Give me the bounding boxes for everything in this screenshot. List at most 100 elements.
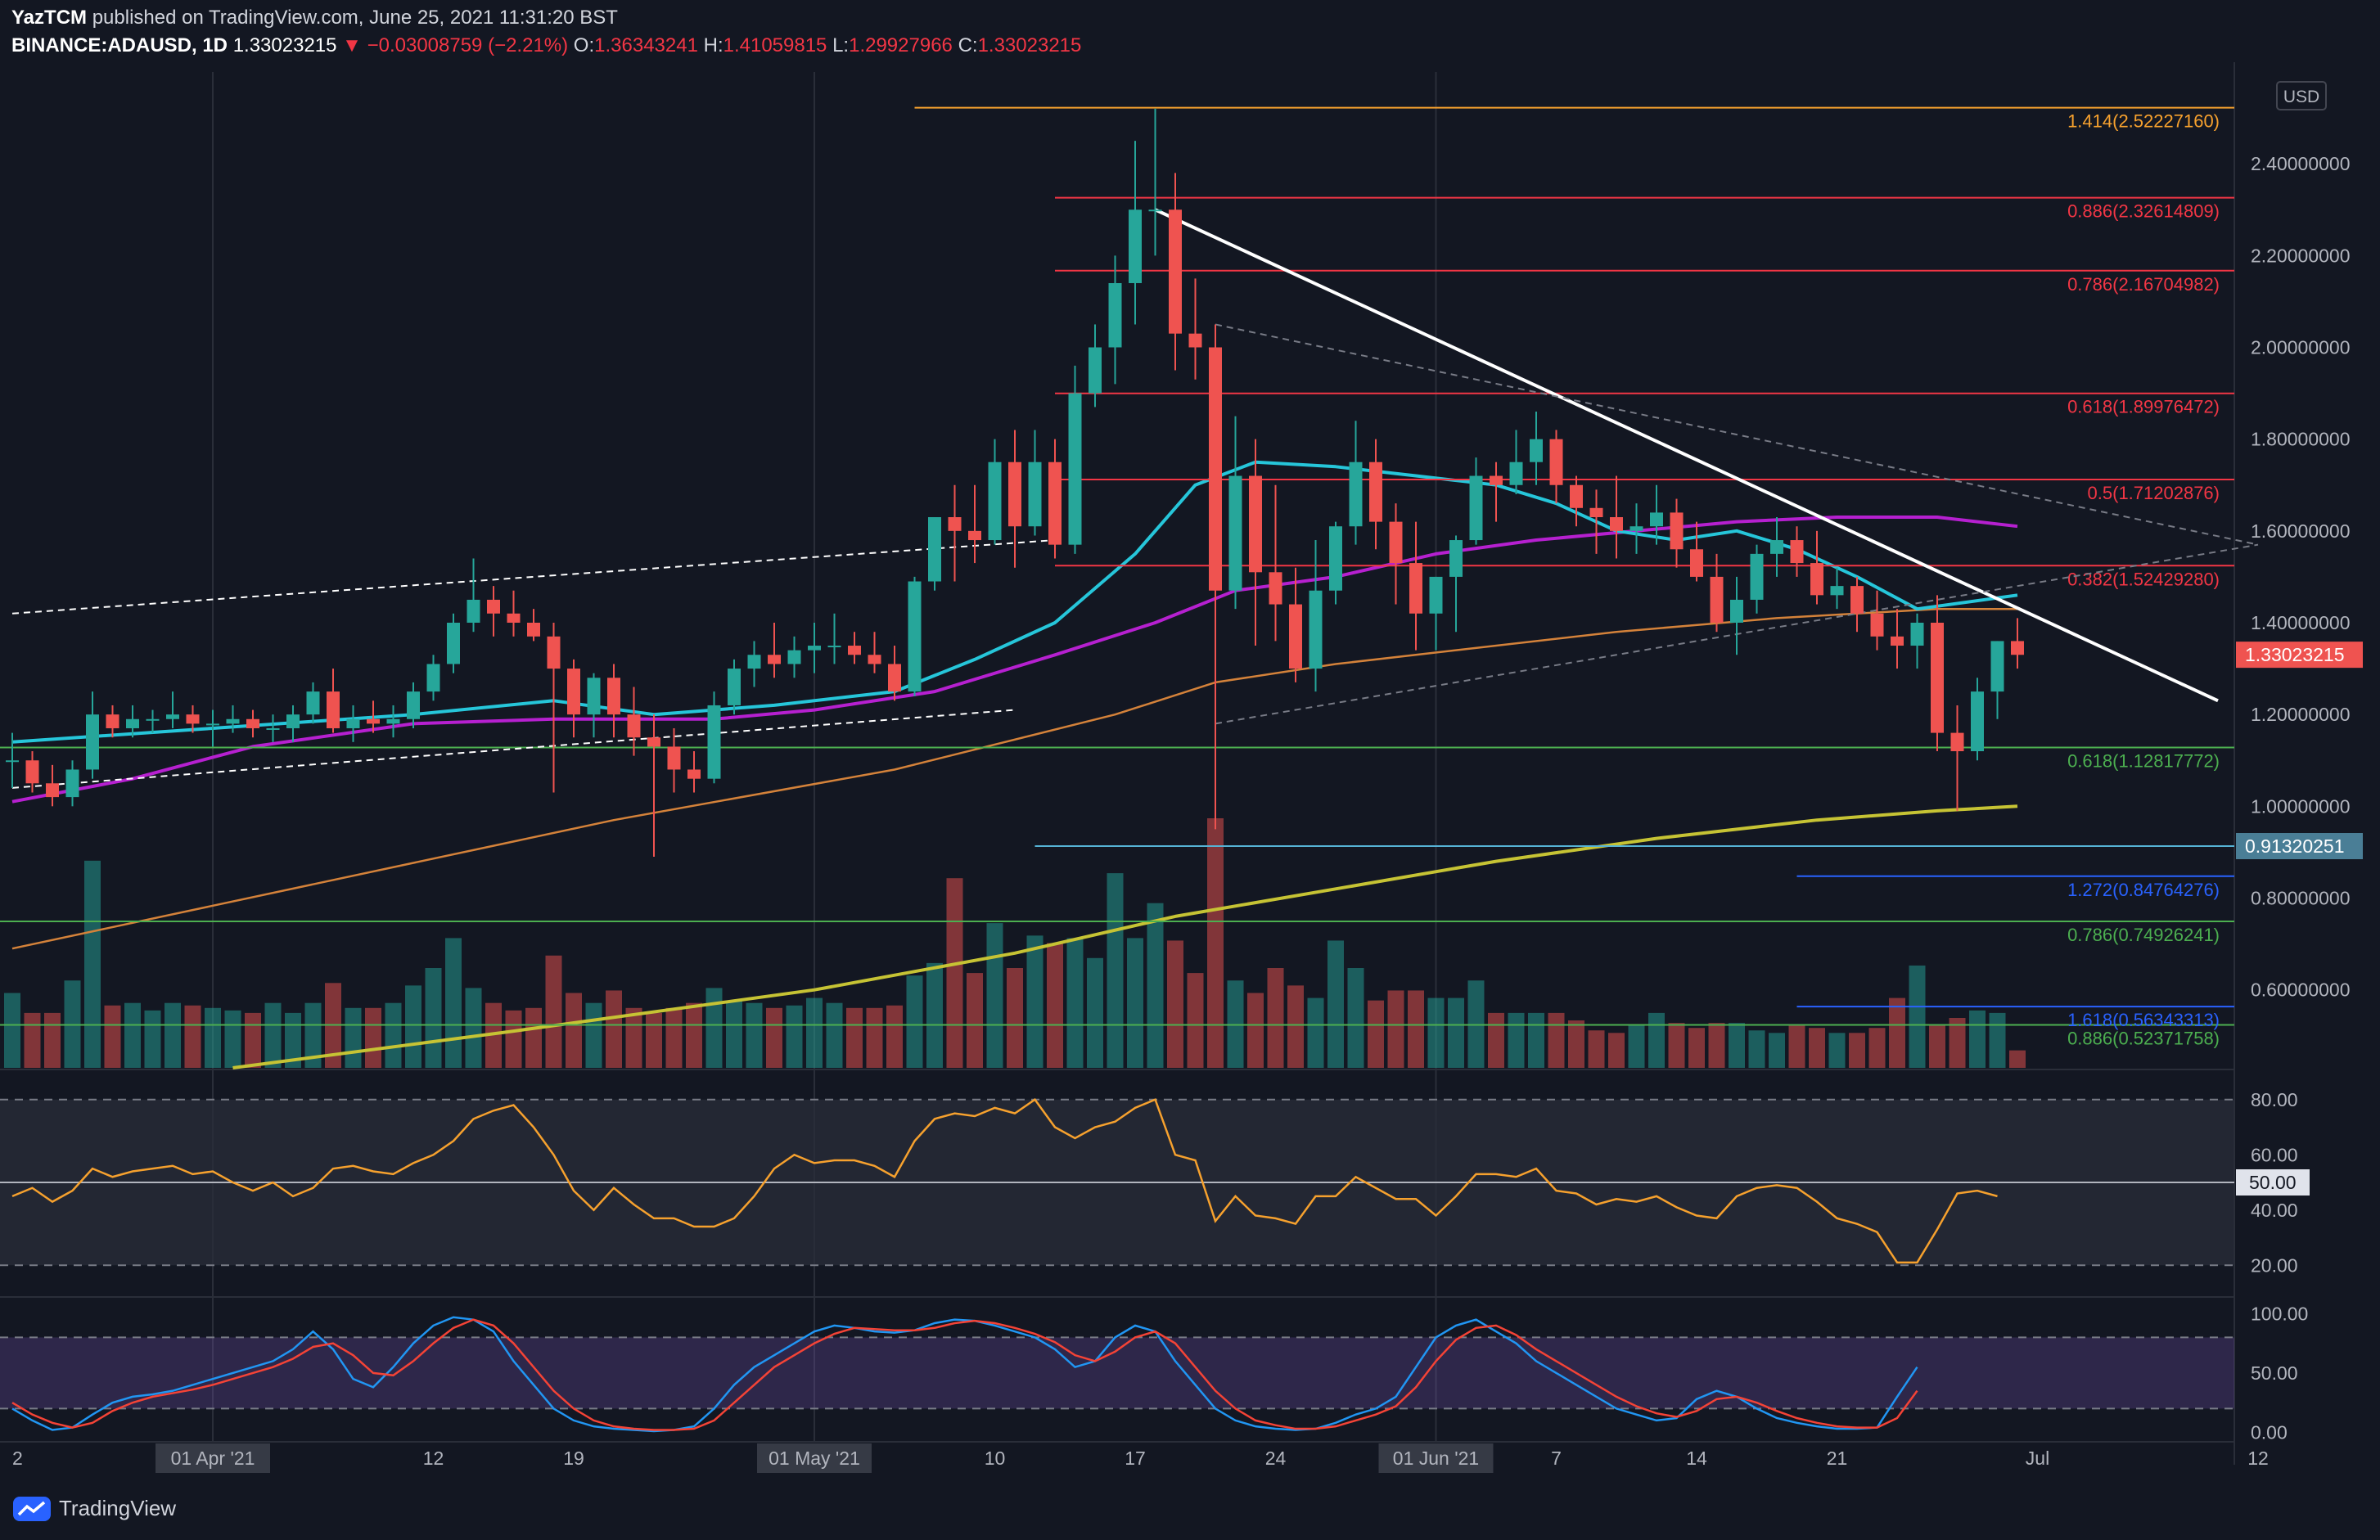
- volume-bar: [304, 1002, 322, 1068]
- volume-bar: [786, 1005, 803, 1068]
- dashed-trendline: [1215, 323, 2259, 546]
- price-tick-label: 0.60000000: [2251, 979, 2351, 1001]
- candle-body: [647, 737, 660, 747]
- fib-level-label: 0.618(1.89976472): [2067, 397, 2220, 417]
- volume-bar: [205, 1007, 221, 1068]
- candle-body: [306, 691, 320, 715]
- volume-bar: [1167, 940, 1183, 1068]
- volume-bar: [886, 1005, 903, 1068]
- volume-bar: [806, 997, 823, 1068]
- symbol[interactable]: BINANCE:ADAUSD, 1D: [11, 34, 228, 56]
- time-tick-label: 21: [1827, 1448, 1848, 1469]
- down-arrow-icon: ▼: [342, 34, 362, 56]
- fib-level-label: 0.618(1.12817772): [2067, 750, 2220, 771]
- price-tick-label: 1.80000000: [2251, 429, 2351, 450]
- volume-bar: [24, 1012, 41, 1068]
- volume-bar: [365, 1007, 381, 1068]
- candle-body: [1549, 439, 1563, 485]
- candle-body: [1690, 549, 1703, 577]
- volume-bar: [846, 1007, 863, 1068]
- volume-bar: [1548, 1012, 1565, 1068]
- rsi-tick-label: 60.00: [2251, 1144, 2298, 1165]
- candle-body: [1990, 641, 2004, 692]
- candle-body: [1329, 526, 1342, 591]
- volume-bar: [726, 1000, 742, 1068]
- volume-bar: [705, 988, 723, 1068]
- time-tick-label: 01 Apr '21: [171, 1448, 255, 1469]
- author[interactable]: YazTCM: [11, 7, 88, 29]
- volume-bar: [264, 1002, 282, 1068]
- rsi-pane: [0, 1098, 2234, 1267]
- candle-body: [266, 727, 280, 730]
- volume-bar: [1127, 938, 1143, 1068]
- time-tick-label: 24: [1265, 1448, 1287, 1469]
- volume-bar: [385, 1002, 402, 1068]
- candle-body: [988, 462, 1002, 541]
- volume-bar: [405, 985, 421, 1068]
- volume-bar: [606, 990, 622, 1068]
- dashed-trendline: [11, 709, 1016, 789]
- candle-body: [1650, 512, 1663, 527]
- support-price-label: 0.91320251: [2245, 835, 2345, 857]
- volume-bar: [1828, 1033, 1846, 1068]
- candle-body: [426, 664, 440, 692]
- time-tick-label: 12: [2247, 1448, 2269, 1469]
- candle-body: [768, 655, 781, 664]
- price-tick-label: 1.60000000: [2251, 520, 2351, 542]
- candle-body: [2011, 641, 2024, 655]
- close-value: 1.33023215: [977, 34, 1082, 56]
- time-tick-label: Jul: [2026, 1448, 2049, 1469]
- volume-bar: [1047, 943, 1063, 1068]
- rsi-tick-label: 20.00: [2251, 1254, 2298, 1276]
- volume-bar: [1026, 935, 1044, 1068]
- volume-bar: [465, 988, 482, 1068]
- volume-bar: [184, 1005, 201, 1068]
- price-tick-label: 0.80000000: [2251, 887, 2351, 908]
- candle-body: [1089, 347, 1102, 394]
- rsi-level-tag: [2236, 1169, 2310, 1196]
- change-value: −0.03008759 (−2.21%): [367, 34, 569, 56]
- volume-bar: [1427, 997, 1445, 1068]
- volume-bar: [165, 1002, 181, 1068]
- volume-bar: [1788, 1025, 1805, 1068]
- candle-body: [1770, 540, 1783, 554]
- time-tick-label: 17: [1125, 1448, 1146, 1469]
- candle-body: [106, 714, 119, 728]
- volume-bar: [1588, 1030, 1605, 1068]
- volume-bar: [445, 938, 462, 1068]
- volume-bar: [967, 973, 983, 1068]
- candle-body: [1950, 732, 1964, 752]
- candle-body: [1409, 563, 1422, 614]
- candle-body: [367, 718, 380, 724]
- candle-body: [1148, 209, 1162, 212]
- candle-body: [607, 678, 620, 715]
- candle-body: [447, 622, 460, 664]
- volume-bar: [1849, 1033, 1865, 1068]
- candle-body: [687, 769, 701, 779]
- tradingview-brand[interactable]: TradingView: [13, 1496, 176, 1521]
- candle-body: [1349, 462, 1363, 527]
- candle-body: [1509, 462, 1523, 485]
- volume-bar: [646, 1012, 662, 1068]
- candle-body: [1490, 475, 1503, 485]
- candle-body: [1389, 521, 1403, 564]
- volume-bar: [525, 1007, 542, 1068]
- rsi-tick-label: 40.00: [2251, 1200, 2298, 1221]
- volume-bar: [665, 1007, 683, 1068]
- candle-body: [1129, 209, 1142, 283]
- volume-bar: [124, 1002, 141, 1068]
- candle-body: [86, 714, 99, 770]
- candle-body: [848, 646, 861, 655]
- candle-body: [286, 714, 300, 728]
- volume-bar: [1287, 985, 1304, 1068]
- candle-body: [868, 655, 881, 664]
- candle-body: [146, 718, 160, 721]
- candle-body: [667, 746, 681, 770]
- footer: TradingView: [0, 1479, 2380, 1540]
- currency-badge: [2276, 81, 2327, 110]
- stoch-k-line: [11, 1316, 1918, 1433]
- volume-bar: [1508, 1012, 1525, 1068]
- price-tick-label: 1.20000000: [2251, 704, 2351, 725]
- price-tick-label: 1.40000000: [2251, 612, 2351, 633]
